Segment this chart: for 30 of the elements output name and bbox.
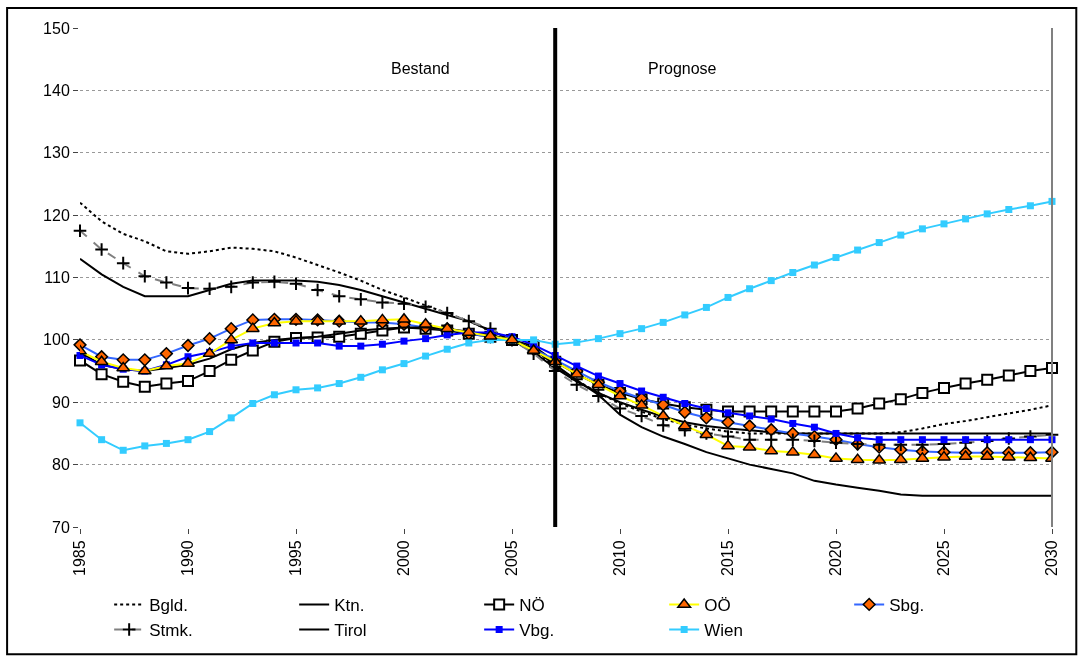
x-tick-label: 2000 [395, 540, 413, 576]
x-tick-label: 2005 [503, 540, 521, 576]
x-tick-label: 2025 [935, 540, 953, 576]
x-tick-label: 2010 [611, 540, 629, 576]
x-tick-label: 1990 [179, 540, 197, 576]
legend-label: Ktn. [334, 596, 365, 616]
y-tick-label: 90 [52, 393, 70, 411]
y-tick-label: 150 [43, 19, 70, 37]
legend-label: Vbg. [519, 621, 555, 641]
x-tick-label: 2015 [719, 540, 737, 576]
y-tick-label: 130 [43, 144, 70, 162]
legend-label: Tirol [334, 621, 367, 641]
y-tick-label: 70 [52, 518, 70, 536]
legend-label: Sbg. [889, 596, 925, 616]
legend-label: Stmk. [149, 621, 193, 641]
x-tick-label: 2020 [827, 540, 845, 576]
legend-label: Bgld. [149, 596, 188, 616]
y-tick-label: 120 [43, 206, 70, 224]
x-tick-label: 2030 [1043, 540, 1061, 576]
y-tick-label: 100 [43, 331, 70, 349]
legend-label: OÖ [704, 596, 731, 616]
legend-label: Wien [704, 621, 743, 641]
legend-label: NÖ [519, 596, 545, 616]
y-tick-label: 110 [44, 269, 70, 287]
annotation: Prognose [648, 60, 717, 77]
x-tick-label: 1995 [287, 540, 305, 576]
x-tick-label: 1985 [71, 540, 89, 576]
y-tick-label: 140 [43, 81, 70, 99]
y-tick-label: 80 [52, 456, 70, 474]
annotation: Bestand [391, 60, 450, 77]
